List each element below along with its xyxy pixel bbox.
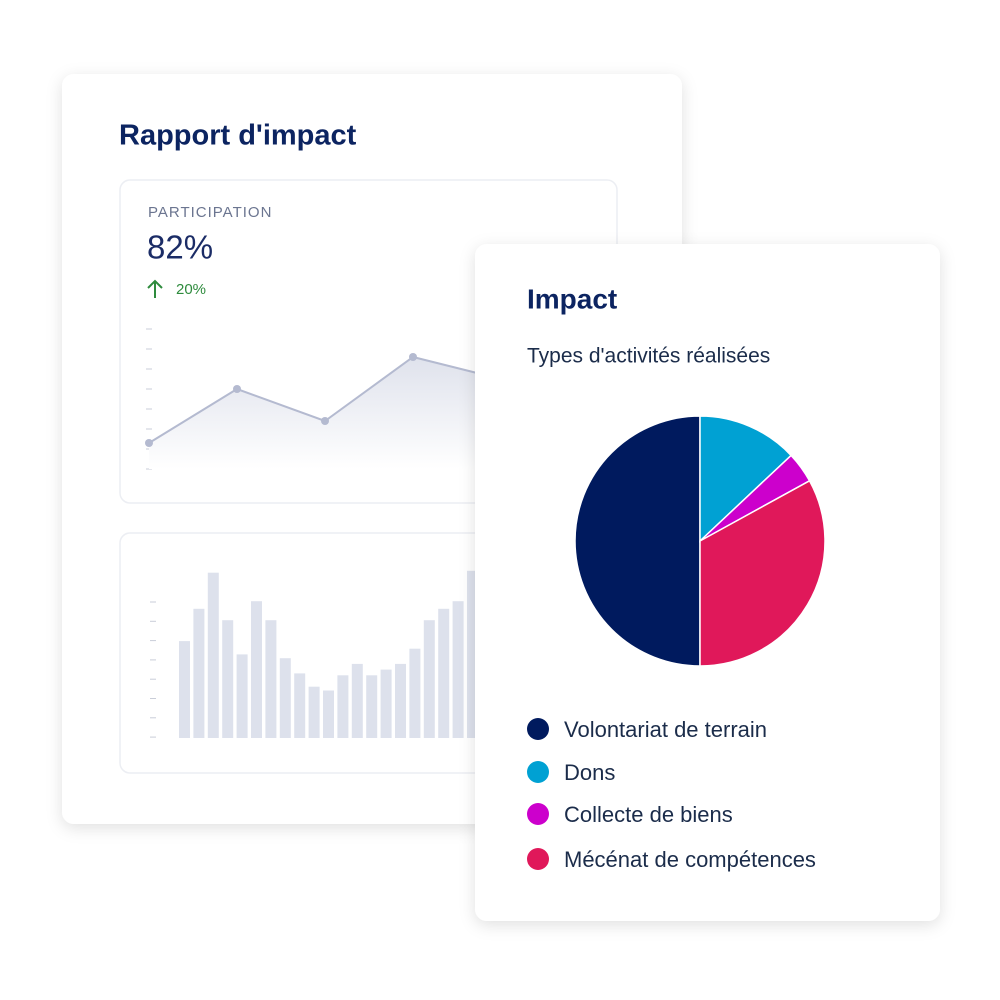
line-point [321, 417, 329, 425]
bar [380, 669, 392, 738]
legend-swatch [527, 803, 549, 825]
kpi-value: 82% [147, 229, 213, 266]
report-title: Rapport d'impact [119, 120, 357, 152]
legend-label: Mécénat de compétences [564, 847, 816, 872]
bar [179, 641, 190, 738]
up-arrow [147, 279, 163, 298]
bar [193, 608, 205, 738]
kpi-label: PARTICIPATION [148, 204, 272, 221]
bar [366, 675, 378, 738]
bar [265, 620, 277, 738]
bar [423, 620, 435, 738]
bar [222, 620, 234, 738]
bar [207, 572, 219, 738]
bar [308, 686, 320, 738]
bar [251, 601, 262, 738]
bar [452, 601, 464, 738]
legend-swatch [527, 718, 549, 740]
legend-label: Volontariat de terrain [564, 717, 767, 742]
bar [467, 570, 478, 738]
bar [236, 654, 248, 738]
legend-swatch [527, 848, 549, 870]
kpi-change: 20% [176, 281, 206, 298]
bar [279, 658, 291, 738]
legend-swatch [527, 761, 549, 783]
line-point [409, 353, 417, 361]
impact-card-group: Impact Types d'activités réalisées Volon… [475, 244, 940, 921]
bar [438, 608, 450, 738]
bar [409, 648, 421, 738]
bar [337, 675, 349, 738]
legend-label: Collecte de biens [564, 802, 733, 827]
impact-title: Impact [527, 283, 617, 314]
pie-slice [699, 415, 793, 543]
line-point [233, 385, 241, 393]
bar [395, 663, 406, 738]
bar [351, 663, 363, 738]
bar [323, 690, 334, 738]
pie-slice [574, 415, 701, 667]
line-point [145, 439, 153, 447]
impact-subtitle: Types d'activités réalisées [527, 345, 770, 368]
bar [294, 673, 306, 738]
legend-label: Dons [564, 760, 615, 785]
pie-slice [699, 479, 826, 667]
